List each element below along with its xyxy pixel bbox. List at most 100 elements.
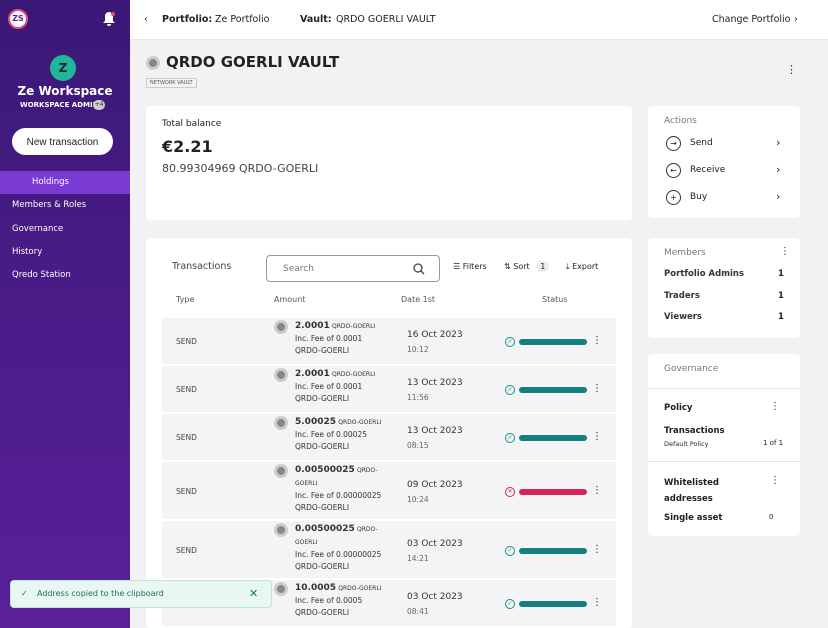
action-icon: → (666, 136, 681, 151)
status-bar (519, 339, 587, 345)
filters-button[interactable]: ☰ Filters (453, 262, 487, 271)
member-count: 1 (778, 269, 784, 279)
divider (648, 388, 800, 389)
tx-unit: QRDO-GOERLI (331, 371, 376, 378)
sidebar: ZS Z Ze Workspace WORKSPACE ADMIN +4 New… (0, 0, 130, 628)
new-transaction-button[interactable]: New transaction (12, 128, 113, 155)
members-card: Members ⋮ Portfolio Admins 1 Traders 1 Viewe… (648, 238, 800, 338)
tx-fee: Inc. Fee of 0.0005 QRDO-GOERLI (295, 596, 363, 617)
vault-label: Vault: (300, 14, 332, 25)
status-icon: ✓ (505, 337, 515, 347)
status-icon: ✓ (505, 545, 515, 556)
tx-fee: Inc. Fee of 0.00025 QRDO-GOERLI (295, 430, 368, 451)
asset-icon (274, 320, 288, 334)
export-button[interactable]: ⤓ Export (566, 262, 599, 271)
column-header[interactable]: Amount (274, 295, 306, 304)
tx-unit: QRDO-GOERLI (295, 467, 378, 487)
nav-item[interactable]: Qredo Station (12, 270, 71, 281)
tx-amount-block: 5.00025 QRDO-GOERLI Inc. Fee of 0.00025 Q… (295, 416, 385, 453)
tx-type: SEND (176, 433, 197, 442)
row-menu[interactable]: ⋮ (592, 383, 602, 394)
asset-icon (274, 523, 288, 537)
action-item[interactable]: + Buy › (664, 188, 788, 208)
nav-item[interactable]: Governance (12, 223, 64, 234)
tx-amount: 0.00500025 (295, 465, 355, 475)
balance-card: Total balance €2.21 80.99304969 QRDO-GOE… (146, 106, 632, 220)
row-menu[interactable]: ⋮ (592, 431, 602, 442)
portfolio-label: Portfolio: (162, 14, 213, 25)
toast-message: Address copied to the clipboard (37, 589, 164, 598)
policy-count: 1 of 1 (763, 439, 784, 447)
vault-name: QRDO GOERLI VAULT (336, 14, 436, 25)
action-item[interactable]: → Send › (664, 134, 788, 154)
sort-button[interactable]: ⇅ Sort 1 (504, 261, 550, 272)
transaction-row[interactable]: SEND 2.0001 QRDO-GOERLI Inc. Fee of 0.0001… (162, 318, 616, 366)
governance-card: Governance Policy ⋮ Transactions Default… (648, 354, 800, 536)
export-label: Export (572, 262, 599, 271)
nav-item[interactable]: Members & Roles (12, 200, 87, 211)
vault-title: QRDO GOERLI VAULT (166, 53, 340, 71)
balance-label: Total balance (162, 119, 222, 129)
transaction-row[interactable]: SEND 5.00025 QRDO-GOERLI Inc. Fee of 0.000… (162, 414, 616, 462)
action-item[interactable]: ← Receive › (664, 161, 788, 181)
vault-tag: NETWORK VAULT (146, 78, 197, 88)
chevron: › (794, 14, 798, 25)
policy-transactions: Transactions (664, 426, 725, 436)
back-arrow[interactable]: ‹ (144, 14, 148, 25)
transaction-row[interactable]: SEND 0.00500025 QRDO-GOERLI Inc. Fee of 0.… (162, 521, 616, 580)
transaction-row[interactable]: SEND 2.0001 QRDO-GOERLI Inc. Fee of 0.0001… (162, 366, 616, 414)
members-title: Members (664, 248, 706, 258)
row-menu[interactable]: ⋮ (592, 335, 602, 346)
tx-date: 13 Oct 2023 (407, 378, 463, 388)
status-icon: ✓ (505, 433, 515, 443)
nav-item[interactable]: Holdings (0, 171, 130, 194)
status-icon: ✓ (505, 385, 515, 395)
tx-date: 16 Oct 2023 (407, 330, 463, 340)
tx-date: 03 Oct 2023 (407, 538, 463, 549)
transactions-title: Transactions (172, 261, 232, 272)
filters-label: Filters (462, 262, 487, 271)
tx-type: SEND (176, 385, 197, 394)
status-bar (519, 601, 587, 607)
column-header[interactable]: Date 1st (401, 295, 436, 304)
toast-icon: ✓ (21, 589, 28, 598)
tx-unit: QRDO-GOERLI (338, 585, 382, 592)
asset-icon (274, 416, 288, 430)
action-label: Send (690, 138, 713, 148)
status-bar (519, 387, 587, 393)
action-icon: + (666, 190, 681, 205)
tx-fee: Inc. Fee of 0.00000025 QRDO-GOERLI (295, 491, 382, 512)
search-placeholder: Search (283, 264, 314, 274)
row-menu[interactable]: ⋮ (592, 543, 602, 555)
row-menu[interactable]: ⋮ (592, 597, 602, 608)
tx-amount: 10.0005 (295, 583, 336, 593)
more-menu[interactable]: ⋮ (786, 63, 797, 76)
avatar[interactable]: ZS (8, 9, 28, 29)
row-menu[interactable]: ⋮ (592, 484, 602, 496)
tx-time: 08:15 (407, 441, 429, 450)
search-box[interactable]: Search (266, 255, 440, 282)
bell-icon[interactable] (102, 11, 116, 27)
more-menu[interactable]: ⋮ (780, 246, 790, 257)
column-header[interactable]: Type (176, 295, 195, 304)
toast-close[interactable]: ✕ (249, 587, 259, 600)
workspace-logo: Z (50, 55, 76, 81)
change-portfolio[interactable]: Change Portfolio (712, 14, 791, 25)
column-header[interactable]: Status (542, 295, 568, 304)
chevron: › (776, 163, 781, 176)
more-menu[interactable]: ⋮ (770, 401, 780, 412)
tx-type: SEND (176, 337, 197, 346)
tx-amount: 2.0001 (295, 369, 330, 379)
chevron: › (776, 136, 781, 149)
more-menu[interactable]: ⋮ (770, 475, 780, 486)
tx-fee: Inc. Fee of 0.0001 QRDO-GOERLI (295, 334, 363, 355)
transaction-row[interactable]: SEND 0.00500025 QRDO-GOERLI Inc. Fee of 0.… (162, 462, 616, 521)
asset-icon (274, 582, 288, 596)
tx-unit: QRDO-GOERLI (295, 526, 378, 546)
workspace-name: Ze Workspace (17, 84, 113, 98)
member-role: Portfolio Admins (664, 269, 745, 279)
tx-type: SEND (176, 545, 197, 555)
role-badge: +4 (93, 100, 105, 110)
nav-item[interactable]: History (12, 246, 43, 257)
